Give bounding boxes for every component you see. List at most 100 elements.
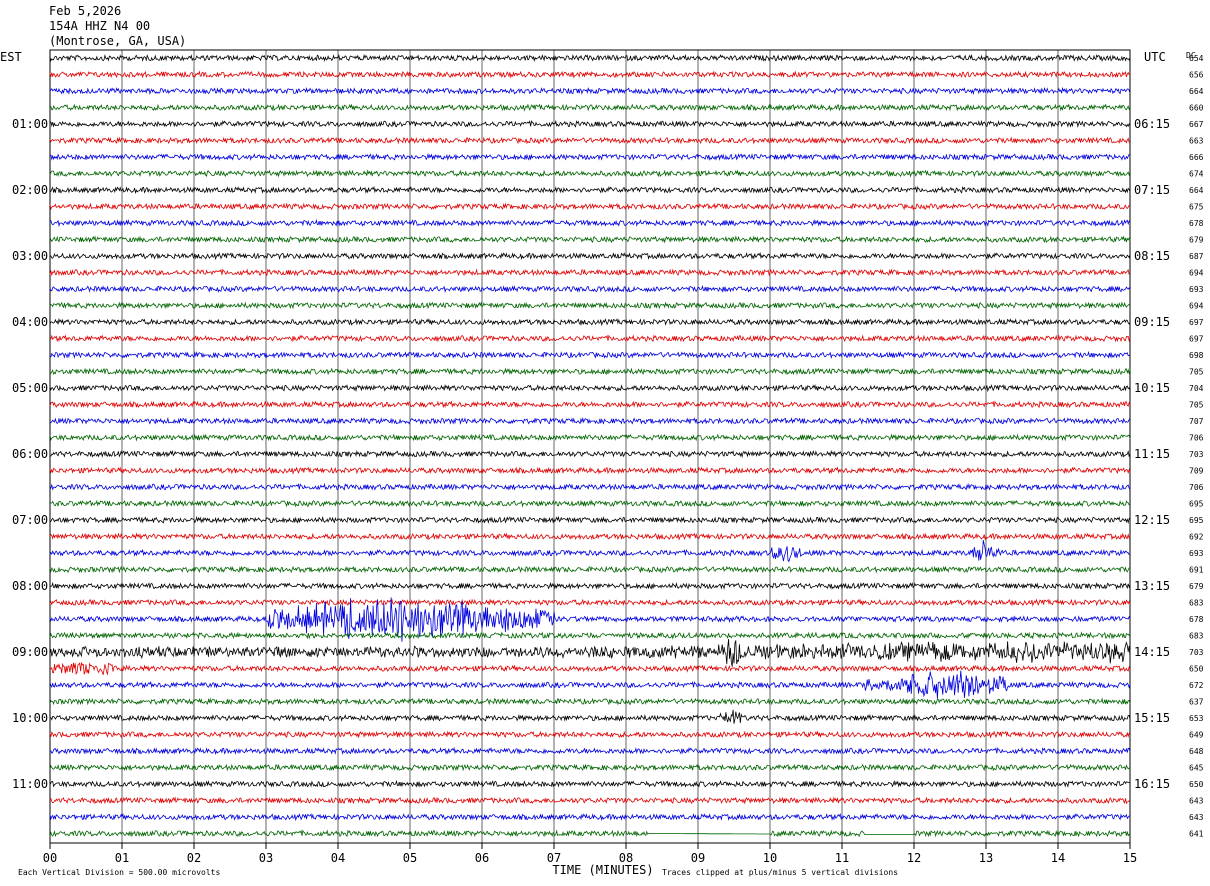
trace-line-46	[49, 796, 1131, 805]
dc-offset-label: 660	[1189, 104, 1204, 113]
trace-line-39	[49, 670, 1131, 699]
trace-line-26	[49, 466, 1131, 475]
dc-offset-label: 664	[1189, 87, 1204, 96]
dc-offset-label: 683	[1189, 632, 1204, 641]
x-tick-label: 06	[475, 851, 489, 865]
trace-line-16	[49, 301, 1131, 310]
trace-line-6	[49, 136, 1131, 145]
trace-line-32	[49, 565, 1131, 574]
dc-offset-label: 703	[1189, 450, 1204, 459]
dc-offset-label: 678	[1189, 615, 1204, 624]
plot-frame	[49, 49, 1131, 844]
x-tick-label: 02	[187, 851, 201, 865]
est-time-label: 10:00	[12, 711, 48, 725]
x-tick-label: 08	[619, 851, 633, 865]
dc-offset-label: 698	[1189, 351, 1204, 360]
utc-time-label: 16:15	[1134, 777, 1170, 791]
est-time-label: 07:00	[12, 513, 48, 527]
est-time-label: 09:00	[12, 645, 48, 659]
trace-line-47	[49, 812, 1131, 822]
utc-axis-label: UTC	[1144, 50, 1166, 64]
dc-offset-label: 641	[1189, 830, 1204, 839]
trace-line-13	[49, 251, 1131, 261]
utc-time-label: 09:15	[1134, 315, 1170, 329]
trace-line-5	[50, 119, 1131, 128]
trace-line-24	[49, 433, 1131, 442]
trace-line-36	[49, 631, 1131, 640]
trace-line-9	[49, 185, 1131, 195]
clip-note: Traces clipped at plus/minus 5 vertical …	[662, 868, 898, 877]
date-label: Feb 5,2026	[49, 4, 122, 18]
trace-line-27	[49, 482, 1131, 491]
dc-offset-label: 672	[1189, 681, 1204, 690]
utc-time-label: 14:15	[1134, 645, 1170, 659]
trace-line-23	[49, 416, 1131, 425]
dc-offset-label: 679	[1189, 582, 1204, 591]
dc-offset-label: 704	[1189, 384, 1204, 393]
est-time-label: 06:00	[12, 447, 48, 461]
x-tick-label: 07	[547, 851, 561, 865]
trace-line-45	[49, 779, 1131, 789]
est-time-label: 01:00	[12, 117, 48, 131]
dc-offset-label: 694	[1189, 302, 1204, 311]
x-tick-label: 05	[403, 851, 417, 865]
est-time-label: 04:00	[12, 315, 48, 329]
x-tick-label: 12	[907, 851, 921, 865]
trace-line-3	[49, 86, 1131, 96]
dc-offset-label: 679	[1189, 236, 1204, 245]
trace-line-42	[49, 730, 1131, 739]
dc-offset-label: 643	[1189, 813, 1204, 822]
utc-time-label: 08:15	[1134, 249, 1170, 263]
x-tick-label: 04	[331, 851, 345, 865]
dc-offset-label: 703	[1189, 648, 1204, 657]
trace-line-18	[49, 334, 1131, 343]
x-tick-label: 13	[979, 851, 993, 865]
trace-line-41	[49, 709, 1131, 724]
dc-offset-label: 687	[1189, 252, 1204, 261]
trace-line-7	[49, 152, 1131, 161]
dc-offset-label: 645	[1189, 764, 1204, 773]
dc-header-label: DC	[1186, 51, 1196, 60]
x-tick-label: 10	[763, 851, 777, 865]
trace-line-8	[49, 169, 1131, 178]
utc-time-label: 07:15	[1134, 183, 1170, 197]
est-time-label: 11:00	[12, 777, 48, 791]
trace-line-35	[49, 597, 1131, 642]
dc-offset-label: 695	[1189, 516, 1204, 525]
dc-offset-label: 643	[1189, 797, 1204, 806]
trace-line-17	[49, 317, 1131, 327]
trace-line-2	[49, 70, 1131, 79]
trace-line-15	[49, 284, 1131, 294]
trace-line-11	[49, 218, 1131, 228]
trace-line-34	[49, 598, 1131, 607]
trace-line-20	[49, 367, 1131, 376]
dc-offset-label: 650	[1189, 780, 1204, 789]
dc-offset-label: 650	[1189, 665, 1204, 674]
dc-offset-label: 692	[1189, 533, 1204, 542]
dc-offset-label: 663	[1189, 137, 1204, 146]
trace-line-1	[49, 53, 1131, 63]
trace-line-28	[49, 499, 1131, 508]
trace-line-40	[49, 697, 1131, 706]
x-tick-label: 09	[691, 851, 705, 865]
trace-line-19	[50, 350, 1131, 360]
utc-time-label: 06:15	[1134, 117, 1170, 131]
scale-note: Each Vertical Division = 500.00 microvol…	[18, 868, 220, 877]
dc-offset-label: 694	[1189, 269, 1204, 278]
dc-offset-label: 695	[1189, 500, 1204, 509]
dc-offset-label: 675	[1189, 203, 1204, 212]
trace-line-44	[49, 763, 1131, 772]
trace-line-21	[49, 383, 1131, 393]
x-tick-label: 01	[115, 851, 129, 865]
dc-offset-label: 697	[1189, 318, 1204, 327]
trace-line-31	[49, 540, 1131, 563]
dc-offset-label: 709	[1189, 467, 1204, 476]
utc-time-label: 12:15	[1134, 513, 1170, 527]
dc-offset-label: 707	[1189, 417, 1204, 426]
dc-offset-label: 705	[1189, 401, 1204, 410]
utc-time-label: 13:15	[1134, 579, 1170, 593]
est-time-label: 02:00	[12, 183, 48, 197]
dc-offset-label: 691	[1189, 566, 1204, 575]
trace-line-37	[49, 638, 1131, 667]
